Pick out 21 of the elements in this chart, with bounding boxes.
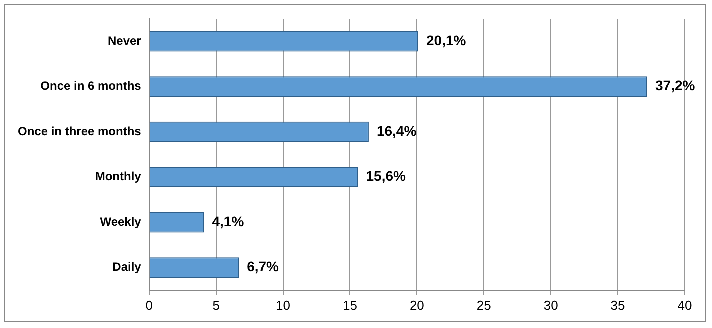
- x-tick-label: 0: [146, 298, 153, 313]
- y-tick-label: Monthly: [95, 170, 142, 184]
- x-tick-label: 20: [410, 298, 424, 313]
- x-tick-label: 40: [678, 298, 692, 313]
- data-label: 20,1%: [426, 32, 467, 48]
- x-tick-label: 5: [212, 298, 220, 313]
- data-label: 4,1%: [212, 213, 245, 230]
- y-tick-label: Once in three months: [18, 124, 142, 138]
- y-tick-label: Daily: [112, 260, 142, 274]
- x-tick-label: 15: [342, 298, 358, 313]
- y-tick-label: Never: [108, 34, 142, 48]
- x-tick-label: 30: [544, 298, 558, 313]
- x-tick-label: 25: [476, 298, 492, 313]
- data-label: 16,4%: [376, 122, 418, 139]
- y-tick-label: Weekly: [100, 214, 142, 229]
- x-tick-label: 10: [276, 298, 290, 313]
- data-label: 15,6%: [366, 168, 407, 184]
- data-label: 37,2%: [656, 78, 696, 94]
- y-tick-label: Once in 6 months: [40, 79, 142, 94]
- x-tick-label: 35: [610, 298, 626, 313]
- data-label: 6,7%: [247, 258, 280, 275]
